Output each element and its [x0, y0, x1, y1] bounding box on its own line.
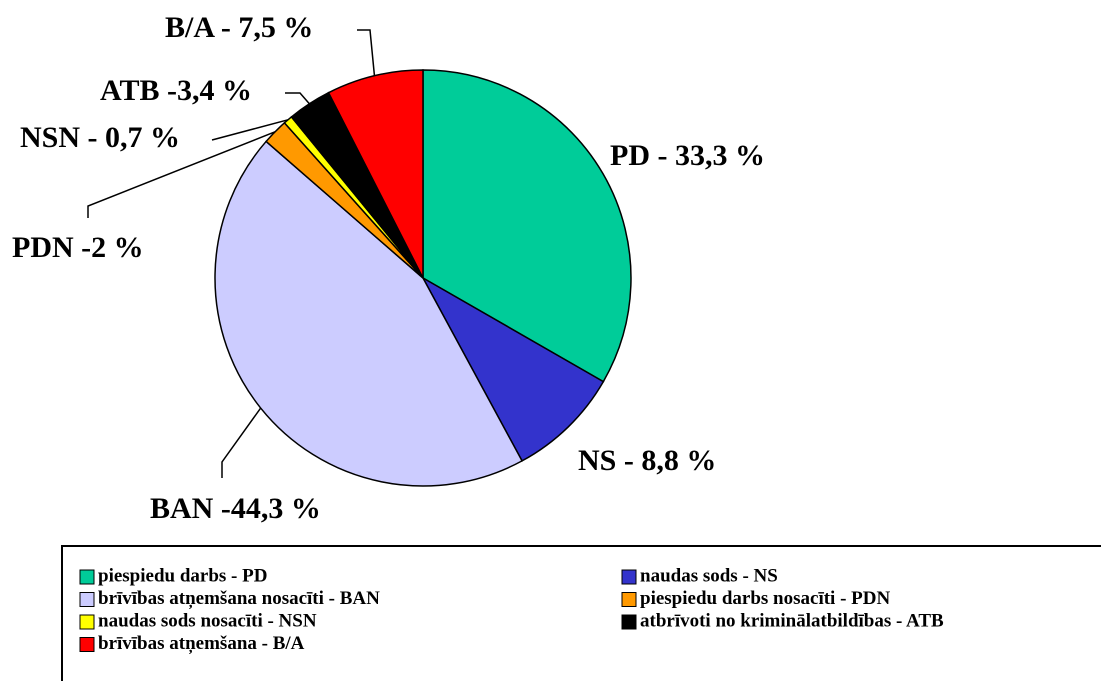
data-label: NSN - 0,7 %	[20, 121, 180, 154]
data-label: PD - 33,3 %	[610, 139, 765, 172]
legend-label: atbrīvoti no kriminālatbildības - ATB	[640, 610, 944, 631]
data-label: NS - 8,8 %	[578, 444, 716, 477]
leader-line	[87, 131, 276, 218]
legend-box	[61, 545, 1101, 681]
data-label: BAN -44,3 %	[150, 492, 321, 525]
legend-label: naudas sods - NS	[640, 565, 778, 586]
legend-swatch	[79, 637, 95, 652]
leader-line	[285, 92, 310, 105]
leader-line	[357, 29, 376, 76]
legend-swatch	[621, 569, 637, 585]
legend-label: piespiedu darbs nosacīti - PDN	[640, 588, 890, 609]
legend-swatch	[79, 614, 95, 630]
legend-swatch	[621, 592, 637, 607]
pie-slice	[421, 276, 605, 462]
data-label: B/A - 7,5 %	[165, 11, 313, 44]
legend-label: naudas sods nosacīti - NSN	[98, 610, 317, 631]
data-label: PDN -2 %	[12, 231, 144, 264]
leader-line	[211, 119, 289, 141]
legend-label: brīvības atņemšana - B/A	[98, 633, 305, 654]
legend-label: brīvības atņemšana nosacīti - BAN	[98, 588, 380, 609]
legend-swatch	[79, 569, 95, 585]
legend-swatch	[621, 614, 637, 630]
legend-label: piespiedu darbs - PD	[98, 565, 267, 586]
leader-line	[221, 407, 262, 478]
pie-slice	[214, 140, 524, 487]
data-label: ATB -3,4 %	[100, 74, 252, 107]
pie-slice	[422, 69, 632, 383]
pie-slice	[327, 69, 424, 279]
legend-swatch	[79, 592, 95, 607]
